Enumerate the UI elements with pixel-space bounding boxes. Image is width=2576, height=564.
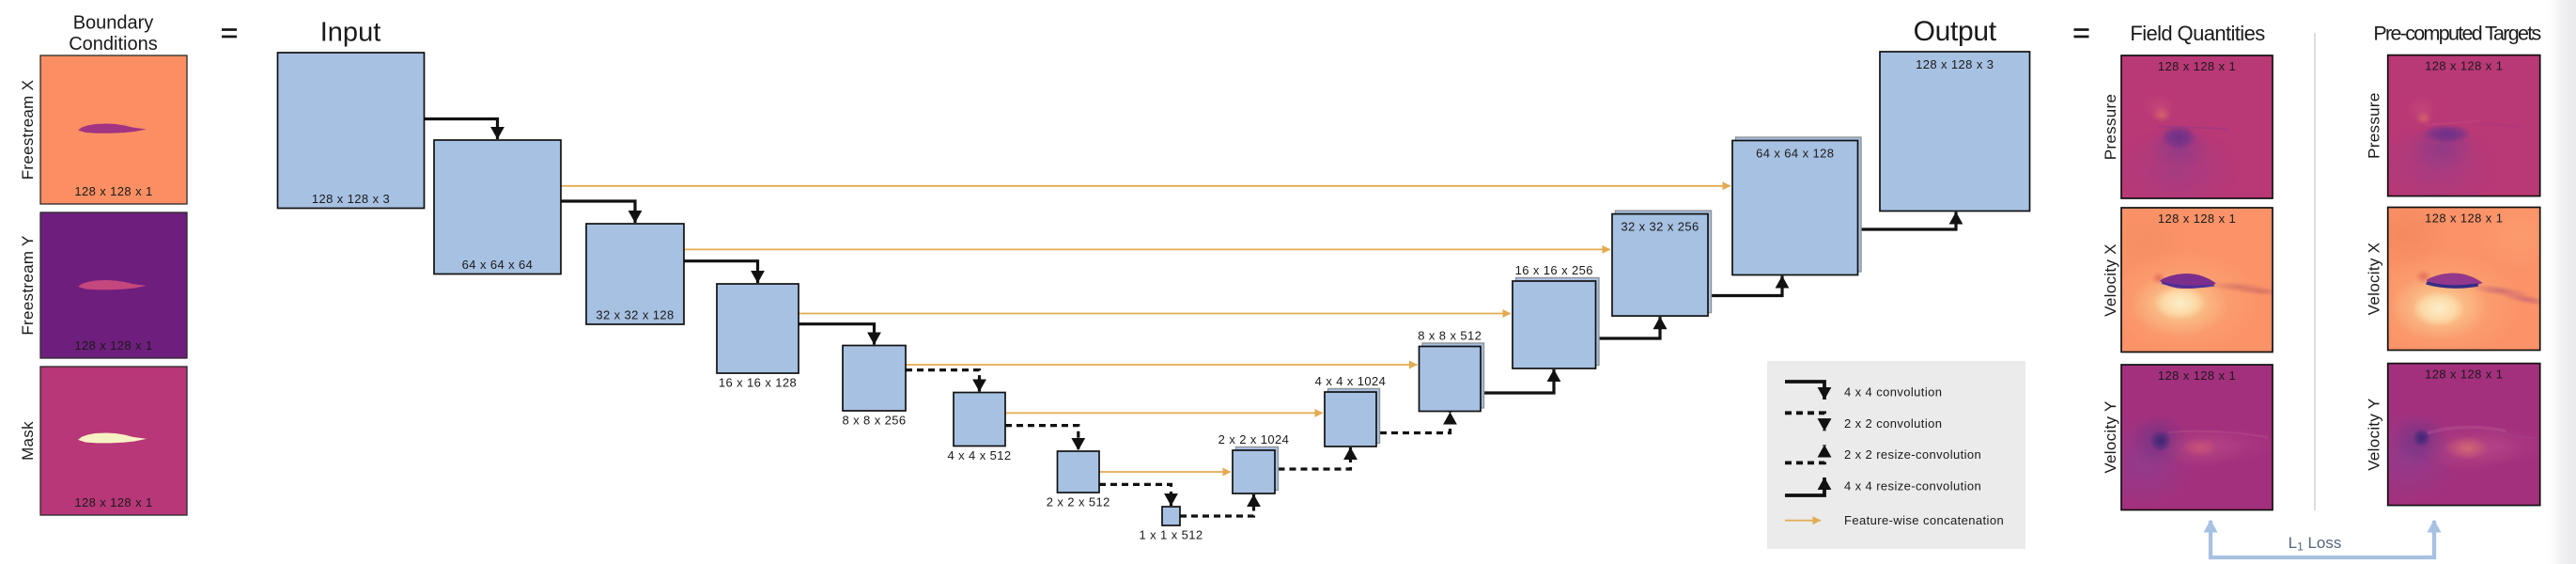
- svg-text:2 x 2 resize-convolution: 2 x 2 resize-convolution: [1844, 447, 1981, 462]
- svg-text:Pressure: Pressure: [2366, 92, 2383, 158]
- svg-text:4 x 4 x 512: 4 x 4 x 512: [948, 448, 1012, 462]
- svg-text:2 x 2 x 512: 2 x 2 x 512: [1047, 495, 1110, 509]
- svg-text:Boundary: Boundary: [73, 12, 154, 33]
- svg-text:128 x 128 x 3: 128 x 128 x 3: [312, 192, 390, 206]
- svg-text:Feature-wise concatenation: Feature-wise concatenation: [1844, 513, 2004, 527]
- svg-text:128 x 128 x 1: 128 x 128 x 1: [2158, 368, 2236, 383]
- svg-text:Field Quantities: Field Quantities: [2130, 22, 2265, 45]
- svg-text:64 x 64 x 64: 64 x 64 x 64: [462, 258, 534, 272]
- svg-text:128 x 128 x 1: 128 x 128 x 1: [74, 495, 152, 509]
- svg-text:L1 Loss: L1 Loss: [2289, 534, 2342, 554]
- svg-text:128 x 128 x 3: 128 x 128 x 3: [1916, 57, 1994, 71]
- svg-text:128 x 128 x 1: 128 x 128 x 1: [74, 338, 152, 352]
- svg-text:Conditions: Conditions: [69, 34, 158, 55]
- svg-text:16 x 16 x 128: 16 x 16 x 128: [719, 376, 797, 390]
- svg-text:32 x 32 x 256: 32 x 32 x 256: [1621, 220, 1699, 234]
- svg-text:Freestream X: Freestream X: [19, 80, 37, 180]
- svg-text:128 x 128 x 1: 128 x 128 x 1: [2158, 212, 2236, 226]
- svg-text:4 x 4 convolution: 4 x 4 convolution: [1844, 384, 1942, 399]
- svg-text:Velocity Y: Velocity Y: [2102, 400, 2119, 473]
- svg-text:8 x 8 x 512: 8 x 8 x 512: [1418, 329, 1482, 343]
- svg-text:Input: Input: [320, 18, 381, 48]
- svg-text:Freestream Y: Freestream Y: [19, 235, 37, 335]
- svg-text:Pre-computed Targets: Pre-computed Targets: [2373, 23, 2540, 45]
- svg-text:128 x 128 x 1: 128 x 128 x 1: [2158, 59, 2236, 73]
- svg-text:4 x 4 resize-convolution: 4 x 4 resize-convolution: [1844, 478, 1981, 493]
- svg-text:Output: Output: [1914, 16, 1997, 47]
- svg-text:32 x 32 x 128: 32 x 32 x 128: [596, 308, 674, 322]
- svg-text:8 x 8 x 256: 8 x 8 x 256: [843, 414, 907, 428]
- svg-text:128 x 128 x 1: 128 x 128 x 1: [2425, 59, 2503, 73]
- svg-text:2 x 2 convolution: 2 x 2 convolution: [1844, 416, 1942, 431]
- svg-text:Pressure: Pressure: [2102, 94, 2119, 160]
- svg-text:2 x 2 x 1024: 2 x 2 x 1024: [1218, 432, 1290, 446]
- svg-text:1 x 1 x 512: 1 x 1 x 512: [1140, 528, 1203, 542]
- svg-text:128 x 128 x 1: 128 x 128 x 1: [2425, 212, 2503, 226]
- svg-text:Velocity Y: Velocity Y: [2366, 398, 2383, 470]
- svg-text:64 x 64 x 128: 64 x 64 x 128: [1756, 147, 1834, 161]
- svg-text:Velocity X: Velocity X: [2366, 243, 2383, 316]
- svg-text:Velocity X: Velocity X: [2102, 243, 2119, 317]
- svg-text:Mask: Mask: [19, 421, 37, 461]
- svg-text:16 x 16 x 256: 16 x 16 x 256: [1515, 263, 1593, 277]
- svg-text:4 x 4 x 1024: 4 x 4 x 1024: [1315, 374, 1387, 388]
- svg-text:128 x 128 x 1: 128 x 128 x 1: [2425, 368, 2503, 382]
- svg-text:128 x 128 x 1: 128 x 128 x 1: [74, 184, 152, 198]
